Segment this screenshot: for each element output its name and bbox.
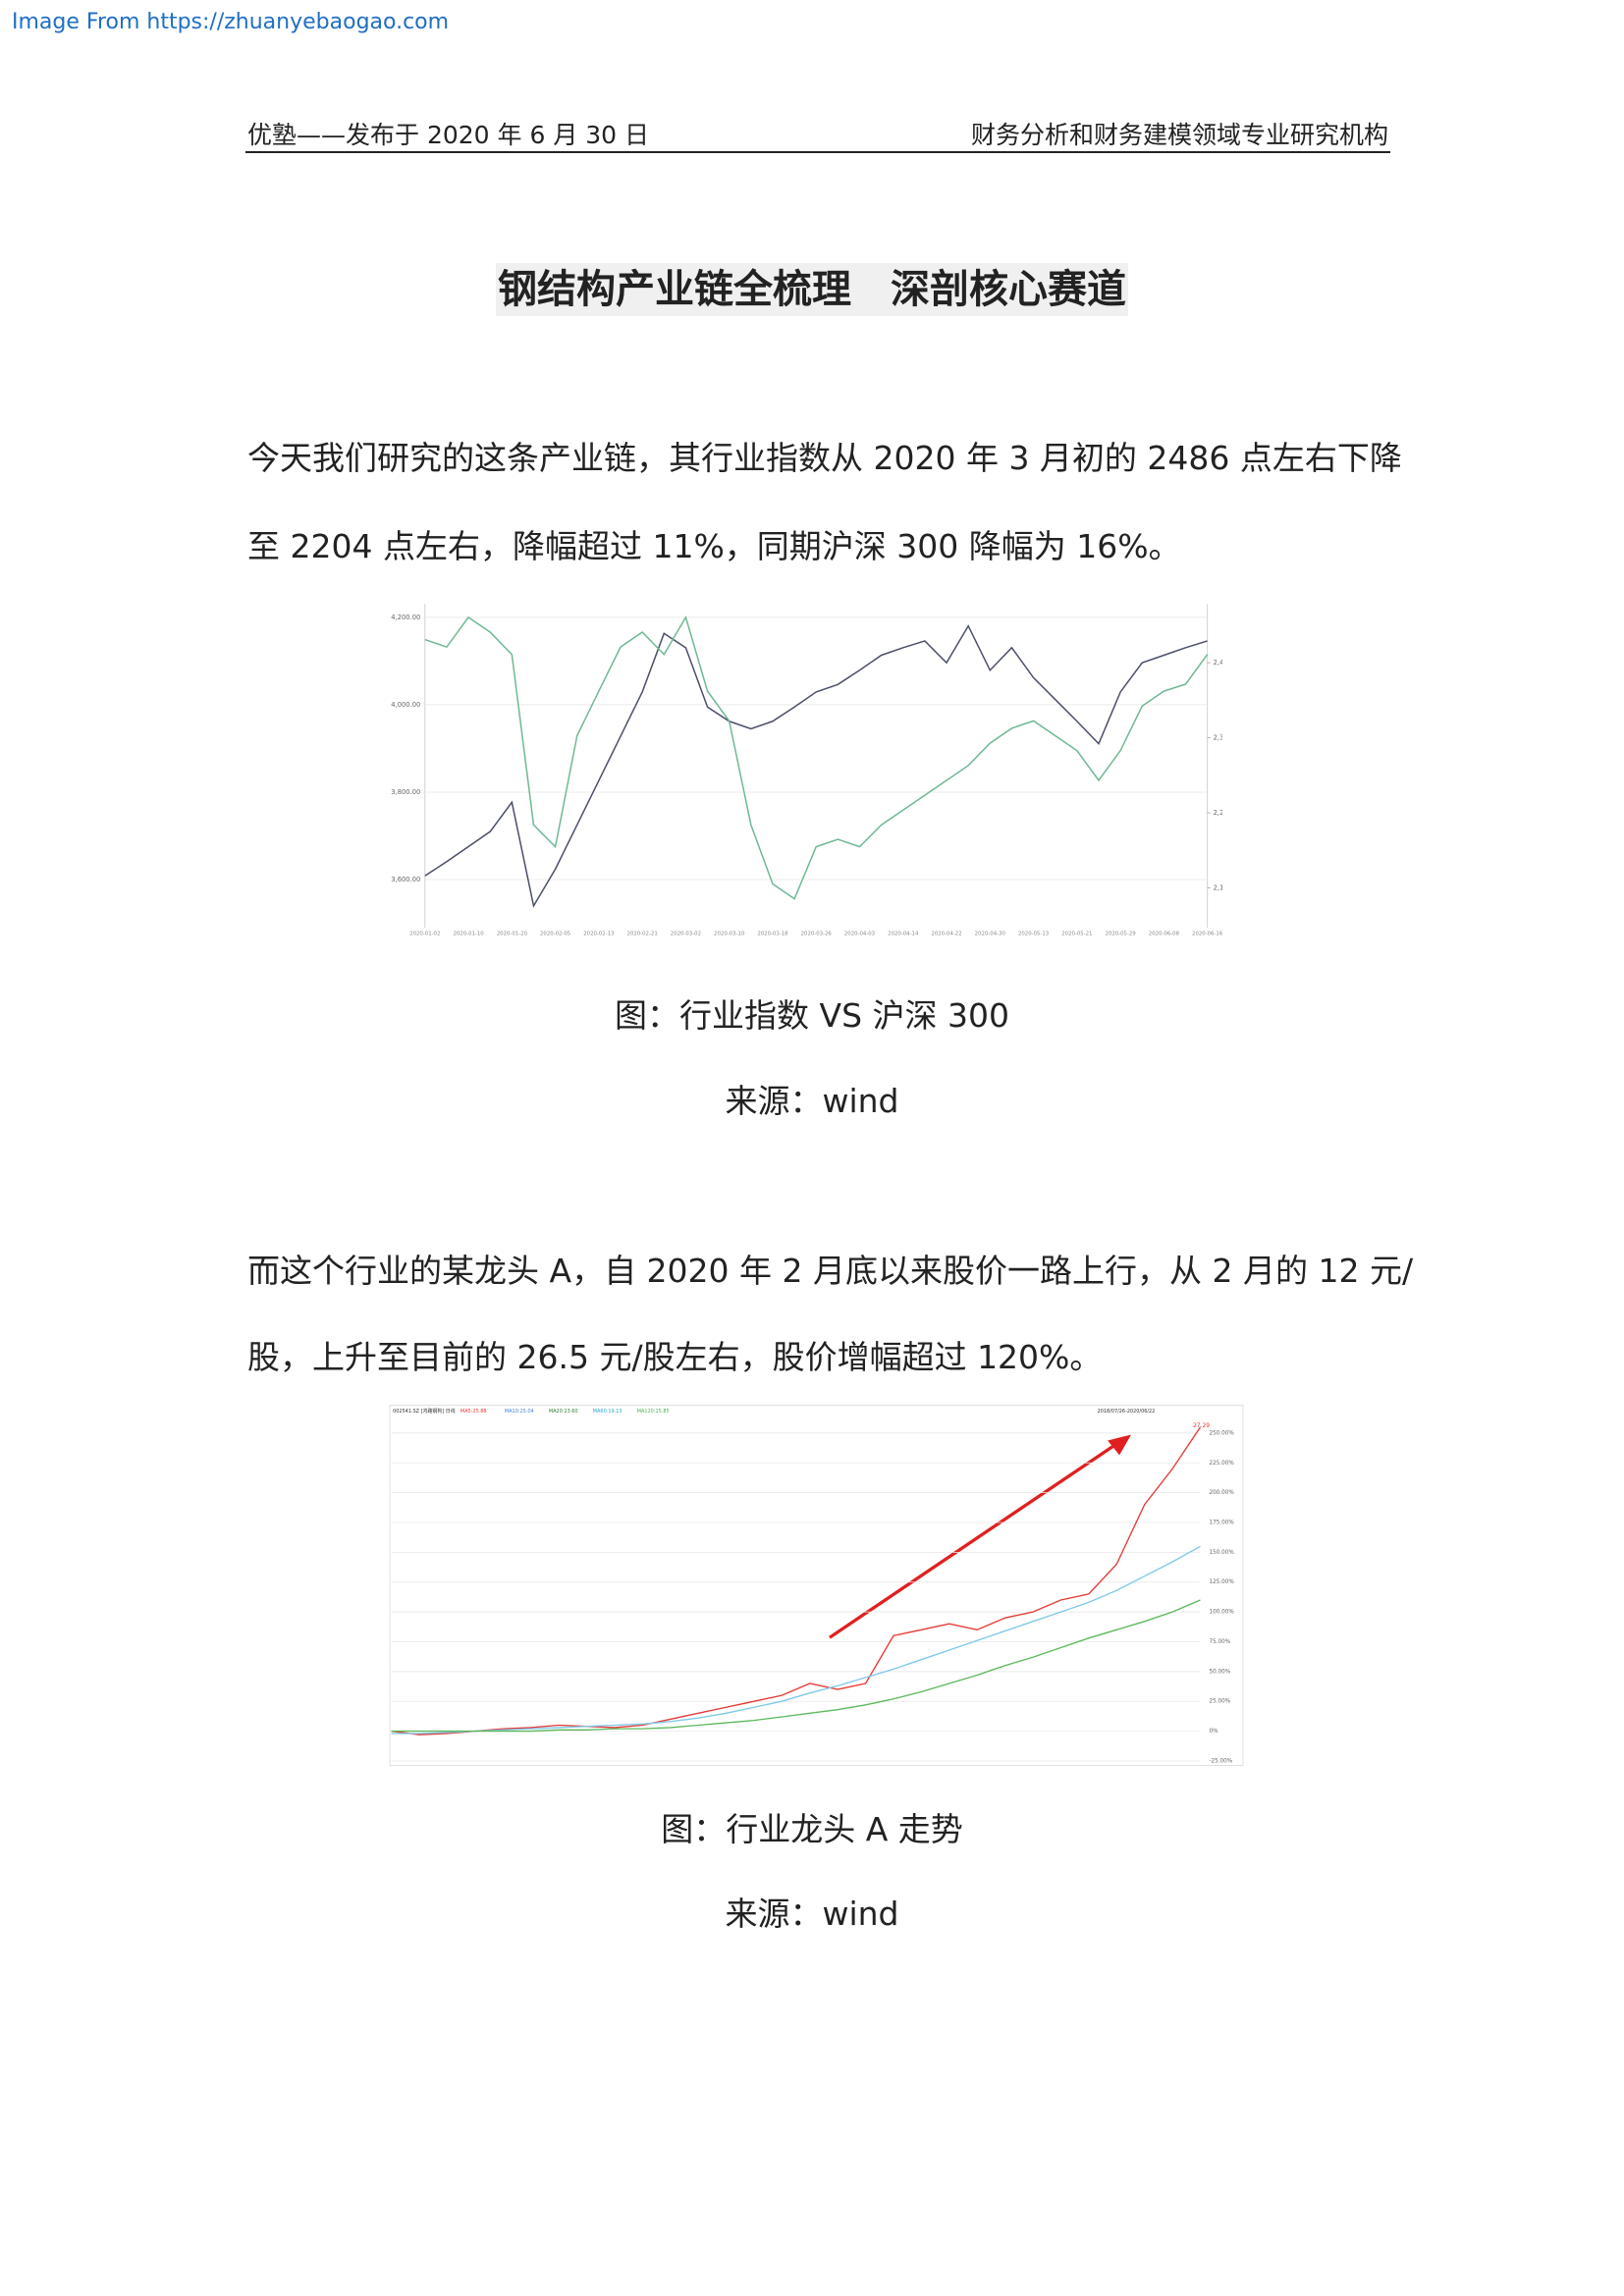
x-tick-label: 2020-03-10 bbox=[714, 932, 745, 937]
x-tick-label: 2020-06-16 bbox=[1192, 932, 1222, 937]
source: 来源：wind bbox=[725, 1082, 899, 1120]
series-line bbox=[424, 614, 1209, 900]
chart-header-label: MA20:23.60 bbox=[549, 1409, 578, 1415]
x-tick-label: 2020-04-14 bbox=[888, 932, 919, 937]
paragraph-line: 今天我们研究的这条产业链，其行业指数从 2020 年 3 月初的 2486 点左… bbox=[247, 439, 1402, 477]
y-tick-label: 200.00% bbox=[1209, 1490, 1234, 1496]
y-tick-label: 25.00% bbox=[1209, 1699, 1230, 1705]
y-tick-label: -25.00% bbox=[1209, 1758, 1232, 1764]
source: 来源：wind bbox=[725, 1895, 899, 1933]
chart: 3,600.00 3,800.00 4,000.00 4,200.00 2,100.00… bbox=[391, 604, 1222, 937]
x-tick-label: 2020-04-22 bbox=[931, 932, 961, 937]
y-tick-label: 225.00% bbox=[1209, 1461, 1234, 1467]
x-tick-label: 2020-01-10 bbox=[453, 932, 484, 937]
chart-header-label: 002541.SZ [鸿路钢构] 日线 bbox=[393, 1408, 456, 1415]
x-tick-label: 2020-02-13 bbox=[583, 932, 614, 937]
y-tick-label: 175.00% bbox=[1209, 1521, 1234, 1526]
y-tick-label: 3,800.00 bbox=[391, 788, 420, 796]
watermark: Image From https://zhuanyebaogao.com bbox=[12, 10, 450, 34]
paragraph-line: 股，上升至目前的 26.5 元/股左右，股价增幅超过 120%。 bbox=[247, 1338, 1103, 1376]
title-box: 钢结构产业链全梳理 深剖核心赛道 bbox=[0, 257, 1624, 316]
series-line bbox=[391, 1545, 1201, 1735]
paragraph-line: 而这个行业的某龙头 A，自 2020 年 2 月底以来股价一路上行，从 2 月的… bbox=[247, 1252, 1414, 1290]
chart-header-label: MA60:19.13 bbox=[593, 1409, 623, 1415]
y2-tick-label: 2,100.00 bbox=[1214, 883, 1222, 891]
x-tick-label: 2020-04-03 bbox=[844, 932, 875, 937]
chart: -25.00% 0% 25.00% 50.00% 75.00% 100.00% 125.00… bbox=[389, 1405, 1244, 1766]
chart-header-label: MA120:15.85 bbox=[637, 1409, 670, 1415]
paragraph-line: 至 2204 点左右，降幅超过 11%，同期沪深 300 降幅为 16%。 bbox=[247, 527, 1181, 565]
x-tick-label: 2020-04-30 bbox=[975, 932, 1006, 937]
y-tick-label: 4,000.00 bbox=[391, 701, 420, 709]
max-label: 27.29 bbox=[1193, 1422, 1210, 1429]
series-line bbox=[391, 1599, 1201, 1733]
y-tick-label: 150.00% bbox=[1209, 1550, 1234, 1556]
x-tick-label: 2020-05-21 bbox=[1061, 932, 1092, 937]
range-label: 2018/07/26-2020/06/22 bbox=[1098, 1409, 1156, 1415]
x-tick-label: 2020-02-05 bbox=[540, 932, 570, 937]
y-tick-label: 250.00% bbox=[1209, 1430, 1234, 1436]
trend-arrow bbox=[829, 1440, 1121, 1639]
caption: 图：行业龙头 A 走势 bbox=[661, 1810, 963, 1848]
x-tick-label: 2020-03-26 bbox=[801, 932, 833, 937]
y-tick-label: 3,600.00 bbox=[391, 876, 420, 883]
series-line bbox=[424, 624, 1208, 908]
y-tick-label: 50.00% bbox=[1209, 1669, 1230, 1675]
x-tick-label: 2020-03-02 bbox=[671, 932, 701, 937]
x-tick-label: 2020-03-18 bbox=[757, 932, 788, 937]
chart-frame bbox=[389, 1405, 1244, 1766]
y2-tick-label: 2,400.00 bbox=[1214, 659, 1222, 667]
y-tick-label: 75.00% bbox=[1209, 1639, 1230, 1645]
x-tick-label: 2020-01-20 bbox=[497, 932, 528, 937]
y-tick-label: 4,200.00 bbox=[391, 614, 420, 621]
y2-tick-label: 2,200.00 bbox=[1214, 809, 1222, 817]
x-tick-label: 2020-05-29 bbox=[1106, 932, 1137, 937]
y2-tick-label: 2,300.00 bbox=[1214, 734, 1222, 742]
y-tick-label: 125.00% bbox=[1209, 1579, 1234, 1585]
x-tick-label: 2020-01-02 bbox=[409, 932, 440, 937]
title: 钢结构产业链全梳理 深剖核心赛道 bbox=[496, 263, 1128, 316]
x-tick-label: 2020-05-13 bbox=[1018, 932, 1049, 937]
series-line bbox=[391, 1426, 1202, 1735]
y-tick-label: 100.00% bbox=[1209, 1610, 1234, 1616]
chart-header-label: MA5:25.88 bbox=[460, 1409, 487, 1415]
x-tick-label: 2020-06-08 bbox=[1149, 932, 1180, 937]
x-tick-label: 2020-02-21 bbox=[627, 932, 658, 937]
header-left: 优塾——发布于 2020 年 6 月 30 日 bbox=[247, 121, 650, 149]
arrow-head bbox=[1108, 1434, 1132, 1456]
caption: 图：行业指数 VS 沪深 300 bbox=[615, 996, 1009, 1035]
y-tick-label: 0% bbox=[1209, 1729, 1218, 1735]
chart-header-label: MA10:25.04 bbox=[505, 1409, 534, 1415]
header-rule bbox=[245, 151, 1390, 153]
header-right: 财务分析和财务建模领域专业研究机构 bbox=[970, 121, 1388, 149]
